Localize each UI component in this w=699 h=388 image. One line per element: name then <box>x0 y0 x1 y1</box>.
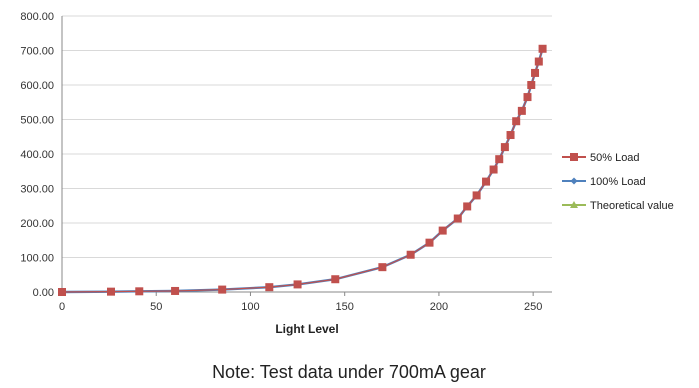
data-point <box>489 165 498 174</box>
y-tick-label: 600.00 <box>20 80 54 92</box>
y-tick-label: 200.00 <box>20 218 54 230</box>
data-point <box>482 177 491 186</box>
data-point <box>425 238 434 247</box>
y-tick-label: 700.00 <box>20 46 54 58</box>
series-layer <box>58 44 547 296</box>
series-50-load <box>58 44 547 296</box>
x-tick-label: 250 <box>524 301 542 313</box>
data-point <box>523 93 532 102</box>
legend-item: 50% Load <box>562 152 640 164</box>
x-tick-labels: 0 50 100 150 200 250 <box>59 301 542 313</box>
data-point <box>500 143 509 152</box>
data-point <box>531 68 540 77</box>
y-tick-label: 300.00 <box>20 184 54 196</box>
legend-label: 50% Load <box>590 152 640 164</box>
data-point <box>331 275 340 284</box>
data-point <box>472 191 481 200</box>
data-point <box>171 286 180 295</box>
data-point <box>495 155 504 164</box>
data-point <box>512 117 521 126</box>
data-point <box>58 288 66 296</box>
data-point <box>534 57 543 66</box>
x-axis-title: Light Level <box>275 322 338 336</box>
legend-label: 100% Load <box>590 176 646 188</box>
data-point <box>527 81 536 89</box>
legend-item: 100% Load <box>562 176 646 188</box>
data-point <box>218 285 227 294</box>
y-tick-label: 100.00 <box>20 253 54 265</box>
x-tick-label: 100 <box>241 301 259 313</box>
y-tick-labels: 0.00 100.00 200.00 300.00 400.00 500.00 600.00… <box>20 11 54 299</box>
x-tick-label: 50 <box>150 301 162 313</box>
legend-item: Theoretical value <box>562 200 674 212</box>
data-point <box>406 250 415 259</box>
data-point <box>453 214 462 223</box>
data-point <box>293 280 302 289</box>
legend-marker <box>570 201 578 208</box>
data-point <box>506 131 515 140</box>
y-tick-label: 400.00 <box>20 149 54 161</box>
legend-marker <box>570 153 578 161</box>
gridlines <box>62 15 552 293</box>
data-point <box>463 202 472 211</box>
y-tick-label: 800.00 <box>20 11 54 23</box>
data-point <box>517 106 526 115</box>
y-tick-label: 0.00 <box>33 287 54 299</box>
axes <box>61 16 552 296</box>
legend-label: Theoretical value <box>590 200 674 212</box>
data-point <box>378 263 387 272</box>
data-point <box>135 287 144 296</box>
x-tick-label: 0 <box>59 301 65 313</box>
x-tick-label: 200 <box>430 301 448 313</box>
legend: 50% Load 100% Load Theoretical value <box>562 152 674 212</box>
note-text: Note: Test data under 700mA gear <box>212 362 486 382</box>
data-point <box>538 44 547 53</box>
data-point <box>438 226 447 235</box>
data-point <box>107 287 115 296</box>
x-tick-label: 150 <box>336 301 354 313</box>
data-point <box>265 283 274 292</box>
y-tick-label: 500.00 <box>20 115 54 127</box>
legend-marker <box>570 177 578 185</box>
